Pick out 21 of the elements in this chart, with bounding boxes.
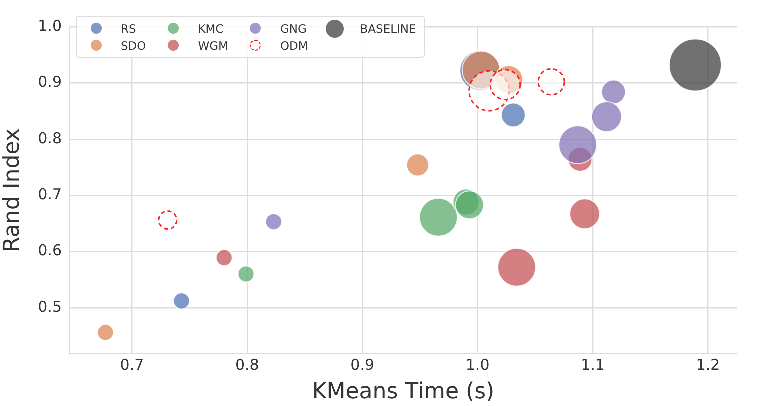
y-tick-label: 0.9 (38, 73, 62, 92)
y-axis-title: Rand Index (0, 128, 25, 252)
y-tick-label: 0.8 (38, 129, 62, 148)
y-tick-label: 0.7 (38, 185, 62, 204)
y-tick-label: 0.5 (38, 298, 62, 316)
x-tick-label: 1.0 (466, 356, 490, 374)
y-tick-label: 0.6 (38, 242, 62, 260)
legend-label: KMC (198, 22, 224, 36)
legend-label: SDO (121, 38, 146, 52)
x-tick-label: 0.8 (235, 356, 260, 374)
x-tick-label: 1.1 (581, 356, 605, 374)
legend-label: ODM (280, 38, 308, 52)
legend-label: WGM (198, 38, 228, 52)
legend-label: RS (121, 22, 136, 36)
x-tick-label: 1.2 (696, 356, 720, 374)
x-tick-label: 0.7 (120, 356, 144, 374)
x-axis-title: KMeans Time (s) (312, 380, 495, 405)
legend-label: BASELINE (360, 22, 416, 36)
x-tick-label: 0.9 (350, 356, 375, 374)
legend-label: GNG (280, 22, 307, 36)
y-tick-label: 1.0 (38, 16, 62, 35)
